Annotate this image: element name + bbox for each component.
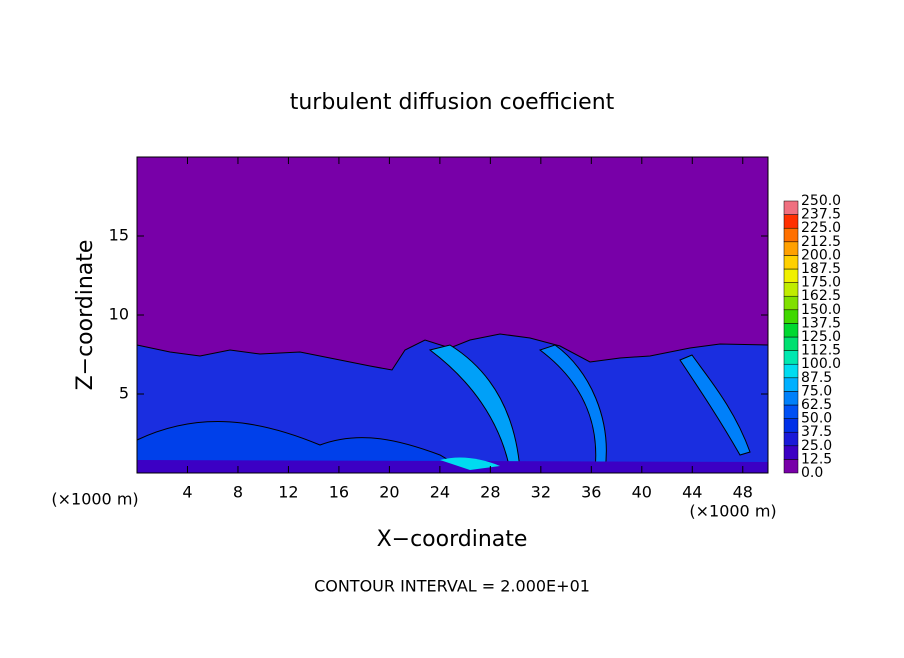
colorbar-bin xyxy=(783,241,799,256)
colorbar-label: 212.5 xyxy=(801,234,841,250)
x-tick-label: 48 xyxy=(733,483,753,502)
colorbar-label: 137.5 xyxy=(801,315,841,331)
colorbar-label: 62.5 xyxy=(801,397,832,413)
colorbar-label: 237.5 xyxy=(801,207,841,223)
colorbar-bin xyxy=(783,200,799,215)
colorbar-bin xyxy=(783,295,799,311)
x-tick-label: 40 xyxy=(632,483,652,502)
x-tick-label: 28 xyxy=(480,483,500,502)
x-axis-label: X−coordinate xyxy=(377,527,528,552)
colorbar-bin xyxy=(783,227,799,243)
annotation: CONTOUR INTERVAL = 2.000E+01 xyxy=(314,577,590,596)
colorbar-bin xyxy=(783,214,799,229)
colorbar-bin xyxy=(783,350,799,365)
region xyxy=(440,457,500,470)
colorbar-bin xyxy=(783,445,799,460)
colorbar-label: 37.5 xyxy=(801,424,832,440)
y-tick-label: 10 xyxy=(109,305,129,324)
x-tick-label: 8 xyxy=(233,483,243,502)
y-tick-label: 5 xyxy=(119,384,129,403)
y-axis-label: Z−coordinate xyxy=(73,240,98,391)
field xyxy=(136,157,769,474)
colorbar-bin xyxy=(783,255,799,270)
colorbar-label: 150.0 xyxy=(801,302,841,318)
x-tick-label: 16 xyxy=(329,483,349,502)
colorbar-label: 200.0 xyxy=(801,247,841,263)
colorbar-label: 250.0 xyxy=(801,193,841,209)
colorbar-label: 225.0 xyxy=(801,220,841,236)
colorbar-bin xyxy=(783,363,799,379)
colorbar-label: 12.5 xyxy=(801,451,832,467)
colorbar-label: 75.0 xyxy=(801,383,832,399)
region xyxy=(137,460,768,473)
colorbar-label: 187.5 xyxy=(801,261,841,277)
y-unit: (×1000 m) xyxy=(51,490,138,509)
colorbar-bin xyxy=(783,418,799,433)
colorbar-label: 112.5 xyxy=(801,343,841,359)
x-tick-label: 4 xyxy=(182,483,192,502)
colorbar-bin xyxy=(783,391,799,406)
colorbar-label: 87.5 xyxy=(801,370,832,386)
region xyxy=(136,421,472,474)
x-tick-label: 32 xyxy=(531,483,551,502)
colorbar-label: 100.0 xyxy=(801,356,841,372)
colorbar-label: 162.5 xyxy=(801,288,841,304)
colorbar-bin xyxy=(783,282,799,297)
colorbar-bin xyxy=(783,459,799,474)
chart-title: turbulent diffusion coefficient xyxy=(290,90,615,115)
colorbar-bin xyxy=(783,404,799,419)
colorbar-label: 0.0 xyxy=(801,465,823,481)
x-tick-label: 44 xyxy=(682,483,702,502)
colorbar-label: 50.0 xyxy=(801,411,832,427)
x-tick-label: 24 xyxy=(430,483,450,502)
colorbar-label: 125.0 xyxy=(801,329,841,345)
colorbar-bin xyxy=(783,309,799,324)
x-tick-label: 12 xyxy=(278,483,298,502)
colorbar-bin xyxy=(783,431,799,447)
colorbar-bin xyxy=(783,323,799,338)
x-unit: (×1000 m) xyxy=(689,502,776,521)
x-tick-label: 36 xyxy=(581,483,601,502)
colorbar-bin xyxy=(783,268,799,283)
colorbar-bin xyxy=(783,377,799,392)
region xyxy=(679,354,751,456)
colorbar-label: 25.0 xyxy=(801,438,832,454)
x-tick-label: 20 xyxy=(379,483,399,502)
y-tick-label: 15 xyxy=(109,226,129,245)
colorbar-label: 175.0 xyxy=(801,275,841,291)
colorbar-bin xyxy=(783,336,799,351)
